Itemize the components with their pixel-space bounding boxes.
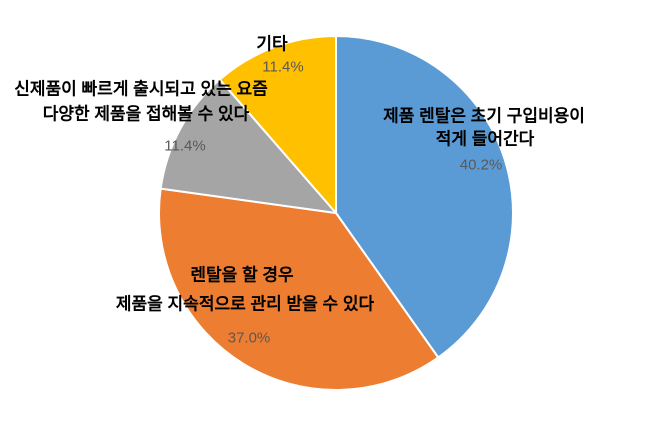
slice-label-managed-care-line1: 렌탈을 할 경우 <box>190 265 294 285</box>
pie-slice-0 <box>335 35 514 359</box>
slice-pct-etc: 11.4% <box>262 58 304 76</box>
slice-label-managed-care-line2: 제품을 지속적으로 관리 받을 수 있다 <box>115 294 375 314</box>
slice-pct-new-products: 11.4% <box>164 137 206 155</box>
slice-pct-rental-low-cost: 40.2% <box>459 156 503 174</box>
slice-pct-managed-care: 37.0% <box>227 329 271 347</box>
pie-slice-1 <box>158 187 440 391</box>
slice-label-new-products-line1: 신제품이 빠르게 출시되고 있는 요즘 <box>14 79 268 99</box>
slice-label-new-products-line2: 다양한 제품을 접해볼 수 있다 <box>42 104 250 124</box>
pie-slice-3 <box>218 35 337 214</box>
pie-slice-2 <box>159 78 337 214</box>
slice-label-rental-low-cost-line1: 제품 렌탈은 초기 구입비용이 <box>383 106 585 126</box>
slice-label-rental-low-cost-line2: 적게 들어간다 <box>435 129 535 149</box>
slice-label-etc: 기타 <box>256 34 288 54</box>
